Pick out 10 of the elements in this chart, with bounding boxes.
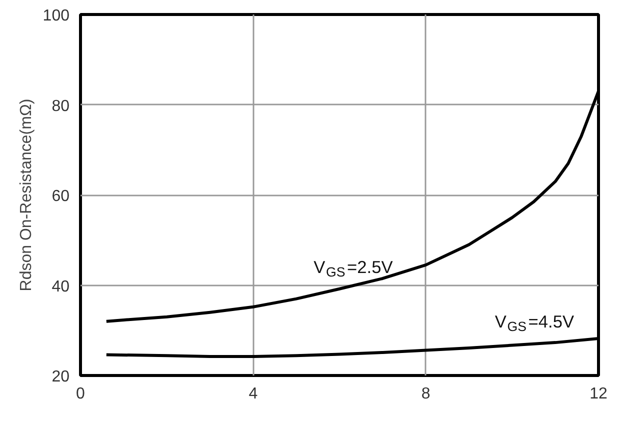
y-tick-label: 80 — [52, 98, 70, 115]
x-tick-label: 0 — [76, 386, 86, 402]
y-tick-label: 60 — [52, 188, 70, 205]
x-tick-label: 12 — [590, 386, 608, 402]
y-axis-title: Rdson On-Resistance(mΩ) — [18, 98, 35, 292]
y-tick-label: 40 — [52, 278, 70, 296]
y-tick-label: 20 — [52, 368, 70, 386]
y-tick-label: 100 — [42, 8, 70, 24]
x-tick-label: 8 — [421, 386, 430, 402]
x-tick-label: 4 — [248, 386, 258, 402]
